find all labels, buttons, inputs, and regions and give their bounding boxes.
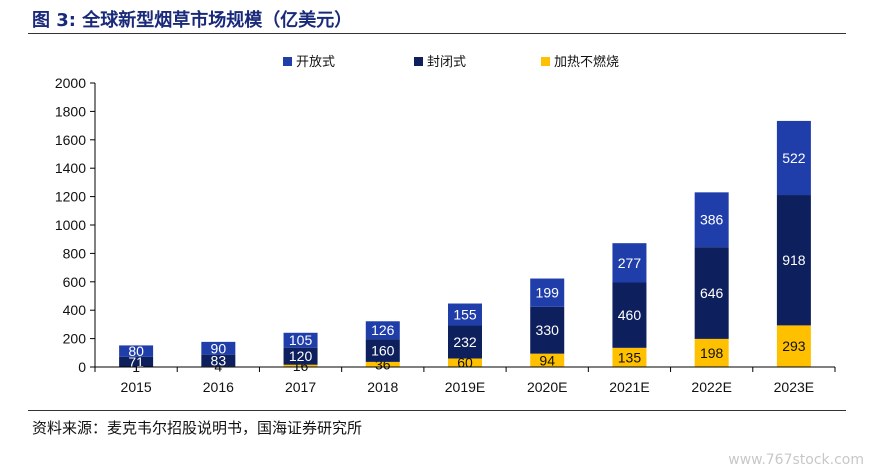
data-label: 386 [700,212,724,228]
data-label: 105 [289,332,313,348]
y-tick-label: 1000 [55,217,86,233]
watermark: www.767stock.com [728,452,864,468]
y-tick-label: 0 [78,359,86,375]
x-tick-label: 2018 [367,379,398,395]
figure-title: 图 3: 全球新型烟草市场规模（亿美元） [32,10,353,31]
data-label: 126 [371,322,395,338]
source-rule [28,410,846,411]
y-tick-label: 1200 [55,189,86,205]
x-tick-label: 2016 [203,379,234,395]
bar-segment-open-system [119,345,154,357]
data-label: 94 [539,352,555,368]
chart-legend: 开放式 封闭式 加热不燃烧 [283,54,619,70]
data-label: 293 [782,338,806,354]
bar-segment-open-system [283,332,318,348]
data-label: 80 [128,343,144,359]
legend-swatch [414,57,423,66]
data-label: 120 [289,348,313,364]
bar-segment-closed-system [776,195,811,326]
x-tick-label: 2021E [609,379,649,395]
legend-swatch [541,57,550,66]
y-tick-label: 200 [63,331,87,347]
y-tick-label: 1600 [55,132,86,148]
bar-segment-open-system [530,278,565,307]
y-tick-label: 800 [63,245,87,261]
data-label: 83 [211,353,227,369]
bar-segment-closed-system [365,339,400,362]
data-label: 460 [618,307,642,323]
data-label: 198 [700,345,724,361]
bar-segment-heat-not-burn [365,361,400,367]
data-label: 918 [782,252,806,268]
y-tick-label: 1400 [55,160,86,176]
data-label: 90 [211,340,227,356]
bar-segment-open-system [448,303,482,326]
x-tick-label: 2020E [527,379,567,395]
x-tick-label: 2017 [285,379,316,395]
data-label: 330 [536,322,560,338]
x-tick-label: 2023E [774,379,814,395]
x-tick-label: 2015 [121,379,152,395]
bar-segment-closed-system [201,354,236,367]
x-tick-label: 2019E [445,379,485,395]
bar-segment-heat-not-burn [694,338,729,367]
bar-segment-open-system [776,120,811,196]
bar-segment-heat-not-burn [448,358,482,367]
bar-segment-closed-system [448,325,482,359]
legend-swatch [283,57,292,66]
bar-segment-closed-system [283,347,318,365]
data-label: 160 [371,343,395,359]
stacked-bar-chart: 开放式 封闭式 加热不燃烧 0 200 400 600 800 1000 1200 1400 160… [55,54,836,395]
y-tick-label: 400 [63,302,87,318]
legend-label: 加热不燃烧 [554,54,619,70]
legend-label: 开放式 [296,55,335,70]
legend-label: 封闭式 [427,55,466,70]
bar-segment-open-system [365,321,400,340]
x-axis: 2015 2016 2017 2018 2019E 2020E 2021E 2022E 2023… [94,366,836,395]
data-label: 232 [453,334,477,350]
title-rule [28,33,846,34]
bar-segment-heat-not-burn [776,325,811,367]
bar-segment-heat-not-burn [612,347,647,367]
bar-segment-heat-not-burn [530,353,565,367]
data-label: 71 [128,354,144,370]
data-label: 155 [453,307,477,323]
data-label: 199 [536,285,560,301]
bar-segment-closed-system [119,356,154,367]
bar-segment-open-system [694,192,729,248]
data-label: 646 [700,285,724,301]
source-note: 资料来源：麦克韦尔招股说明书，国海证券研究所 [32,419,363,437]
bar-segment-closed-system [612,282,647,348]
bar-segment-closed-system [694,247,729,339]
y-tick-label: 600 [63,274,87,290]
bar-segment-open-system [612,243,647,283]
y-tick-label: 1800 [55,103,86,119]
bars-group: 1718048390161201053616012660232155943301… [119,120,811,375]
bar-segment-closed-system [530,306,565,354]
bar-segment-heat-not-burn [283,364,318,367]
y-tick-label: 2000 [55,75,86,91]
y-axis: 0 200 400 600 800 1000 1200 1400 1600 1800 2000 [55,75,96,375]
x-tick-label: 2022E [691,379,731,395]
data-label: 522 [782,150,806,166]
data-label: 277 [618,255,642,271]
bar-segment-open-system [201,341,236,355]
data-label: 135 [618,349,642,365]
